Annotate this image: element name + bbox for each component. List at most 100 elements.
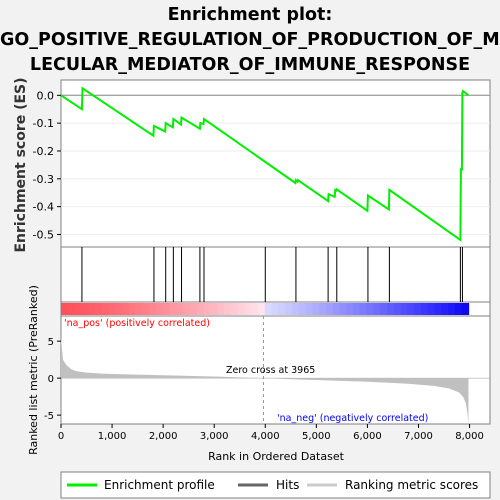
- hit-lines: [81, 247, 463, 302]
- metric-y-tick-label: 0: [48, 374, 54, 385]
- ranking-metric-area: [61, 337, 469, 424]
- x-tick-label: 6,000: [353, 431, 382, 442]
- color-bar-segment: [305, 303, 313, 315]
- es-y-axis-label: Enrichment score (ES): [13, 77, 29, 252]
- color-bar-segment: [366, 303, 375, 315]
- x-tick-label: 3,000: [200, 431, 229, 442]
- color-bar-segment: [88, 303, 96, 315]
- color-bar-segment: [461, 303, 470, 315]
- metric-y-tick-label: -5: [44, 411, 54, 422]
- color-bar-segment: [74, 303, 82, 315]
- x-tick-label: 8,000: [455, 431, 484, 442]
- color-bar-segment: [400, 303, 409, 315]
- metric-y-ticks: 5 0 -5: [44, 337, 61, 422]
- enrichment-profile-line: [60, 86, 470, 242]
- chart-title: Enrichment plot: GO_POSITIVE_REGULATION_…: [0, 3, 500, 78]
- color-bar-segment: [217, 303, 225, 315]
- color-bar-segment: [135, 303, 144, 315]
- color-bar-segment: [387, 303, 395, 315]
- color-bar-segment: [257, 303, 266, 315]
- title-line-1: Enrichment plot:: [167, 5, 333, 25]
- pos-label: 'na_pos' (positively correlated): [64, 318, 210, 329]
- title-line-3: LECULAR_MEDIATOR_OF_IMMUNE_RESPONSE: [29, 55, 471, 75]
- color-bar-segment: [142, 303, 150, 315]
- rank-color-bar: [61, 303, 470, 315]
- color-bar-segment: [414, 303, 422, 315]
- es-panel: [60, 79, 491, 248]
- color-bar-segment: [298, 303, 307, 315]
- es-y-tick-label: -0.3: [33, 173, 54, 186]
- color-bar-segment: [203, 303, 212, 315]
- color-bar-segment: [427, 303, 436, 315]
- color-bar-segment: [61, 303, 69, 315]
- color-bar-segment: [454, 303, 463, 315]
- color-bar-segment: [339, 303, 347, 315]
- x-tick-label: 4,000: [251, 431, 280, 442]
- es-y-tick-label: -0.5: [33, 228, 54, 241]
- x-tick-label: 2,000: [149, 431, 178, 442]
- color-bar-segment: [319, 303, 327, 315]
- hits-panel: [60, 246, 491, 303]
- legend-enrichment-label: Enrichment profile: [104, 478, 215, 492]
- color-bar-segment: [169, 303, 178, 315]
- color-bar-segment: [67, 303, 76, 315]
- color-bar-segment: [393, 303, 402, 315]
- color-bar-segment: [441, 303, 449, 315]
- title-line-2: GO_POSITIVE_REGULATION_OF_PRODUCTION_OF_…: [0, 30, 500, 50]
- color-bar-segment: [237, 303, 245, 315]
- neg-label: 'na_neg' (negatively correlated): [277, 413, 428, 424]
- color-bar-segment: [380, 303, 388, 315]
- x-axis-label: Rank in Ordered Dataset: [208, 450, 345, 463]
- color-bar-segment: [251, 303, 259, 315]
- color-bar-segment: [312, 303, 320, 315]
- color-bar-segment: [264, 303, 273, 315]
- color-bar-segment: [128, 303, 137, 315]
- color-bar-segment: [434, 303, 442, 315]
- color-bar-segment: [230, 303, 239, 315]
- metric-y-tick-label: 5: [48, 337, 54, 348]
- metric-y-axis-label: Ranked list metric (PreRanked): [27, 285, 40, 455]
- color-bar-segment: [149, 303, 157, 315]
- color-bar-segment: [291, 303, 300, 315]
- x-tick-label: 0: [58, 431, 64, 442]
- color-bar-segment: [244, 303, 252, 315]
- color-bar-segment: [353, 303, 361, 315]
- color-bar-segment: [122, 303, 130, 315]
- x-axis-ticks: 0 1,000 2,000 3,000 4,000 5,000 6,000 7,000 8,00…: [58, 424, 484, 442]
- x-tick-label: 7,000: [404, 431, 433, 442]
- es-y-tick-label: 0.0: [37, 89, 55, 102]
- color-bar-segment: [346, 303, 354, 315]
- color-bar-segment: [108, 303, 116, 315]
- es-y-ticks: 0.0 -0.1 -0.2 -0.3 -0.4 -0.5: [33, 89, 61, 241]
- legend-metric-label: Ranking metric scores: [345, 478, 478, 492]
- color-bar-segment: [81, 303, 89, 315]
- color-bar-segment: [421, 303, 429, 315]
- color-bar-segment: [359, 303, 368, 315]
- color-bar-segment: [325, 303, 334, 315]
- color-bar-segment: [407, 303, 415, 315]
- es-y-tick-label: -0.2: [33, 145, 54, 158]
- x-tick-label: 5,000: [302, 431, 331, 442]
- color-bar-segment: [448, 303, 456, 315]
- color-bar-segment: [183, 303, 191, 315]
- es-y-tick-label: -0.4: [33, 201, 54, 214]
- legend-hits-label: Hits: [276, 478, 299, 492]
- color-bar-segment: [176, 303, 184, 315]
- es-y-tick-label: -0.1: [33, 117, 54, 130]
- color-bar-segment: [101, 303, 110, 315]
- color-bar-segment: [196, 303, 205, 315]
- color-bar-segment: [278, 303, 286, 315]
- zero-cross-label: Zero cross at 3965: [226, 365, 315, 376]
- color-bar-segment: [224, 303, 232, 315]
- color-bar-segment: [332, 303, 341, 315]
- legend-box: [60, 471, 491, 499]
- color-bar-segment: [115, 303, 123, 315]
- x-tick-label: 1,000: [98, 431, 127, 442]
- color-bar-segment: [373, 303, 381, 315]
- color-bar-segment: [162, 303, 171, 315]
- color-bar-segment: [94, 303, 103, 315]
- color-bar-segment: [190, 303, 198, 315]
- color-bar-segment: [210, 303, 218, 315]
- color-bar-segment: [156, 303, 164, 315]
